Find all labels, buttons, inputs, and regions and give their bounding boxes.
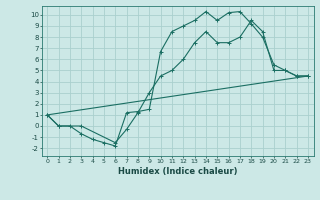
X-axis label: Humidex (Indice chaleur): Humidex (Indice chaleur) [118, 167, 237, 176]
